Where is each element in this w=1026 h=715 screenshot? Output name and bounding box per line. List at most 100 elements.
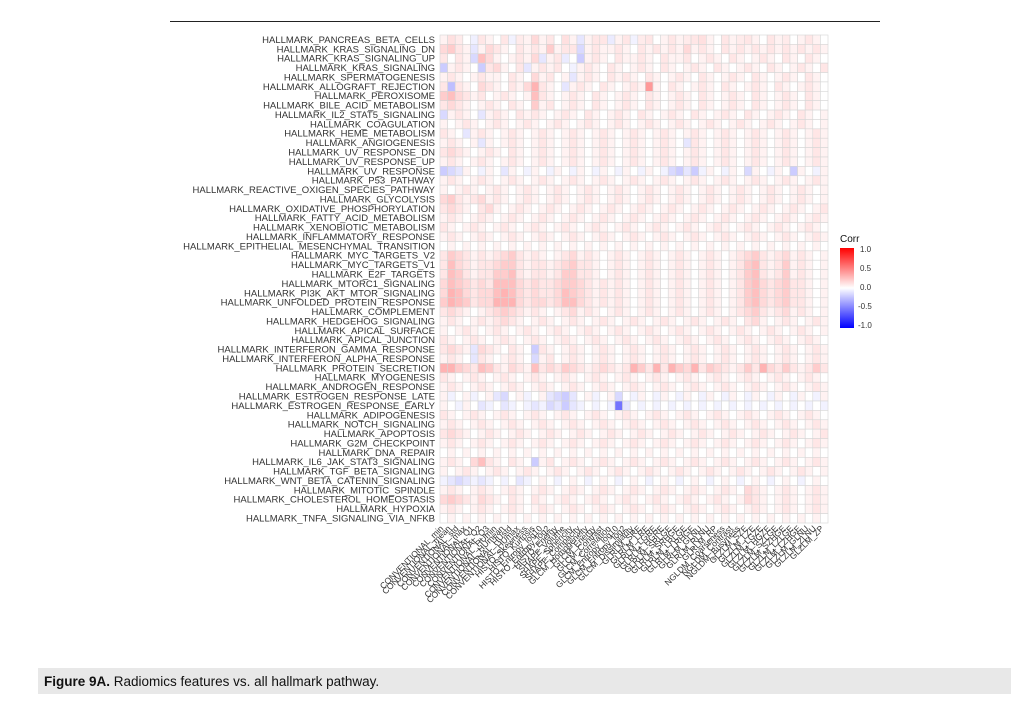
- heatmap-cell: [751, 203, 760, 214]
- heatmap-cell: [515, 278, 524, 289]
- heatmap-cell: [804, 278, 814, 289]
- heatmap-cell: [439, 447, 448, 458]
- heatmap-cell: [804, 297, 814, 308]
- heatmap-cell: [728, 419, 738, 430]
- heatmap-cell: [759, 269, 768, 280]
- heatmap-cell: [812, 269, 821, 280]
- heatmap-cell: [683, 306, 692, 317]
- heatmap-cell: [652, 137, 661, 148]
- heatmap-cell: [439, 335, 448, 345]
- heatmap-cell: [683, 372, 692, 383]
- heatmap-cell: [736, 457, 745, 467]
- heatmap-cell: [804, 175, 814, 186]
- heatmap-cell: [470, 231, 479, 242]
- heatmap-cell: [744, 466, 753, 477]
- heatmap-cell: [546, 325, 555, 336]
- heatmap-cell: [690, 297, 699, 308]
- heatmap-cell: [652, 81, 661, 92]
- heatmap-cell: [652, 466, 661, 477]
- heatmap-cell: [485, 213, 494, 223]
- heatmap-cell: [774, 344, 783, 355]
- heatmap-cell: [675, 485, 684, 496]
- heatmap-cell: [797, 72, 806, 83]
- heatmap-cell: [569, 213, 578, 223]
- heatmap-cell: [804, 166, 814, 177]
- heatmap-cell: [561, 213, 570, 223]
- heatmap-cell: [477, 194, 486, 205]
- heatmap-cell: [804, 241, 814, 252]
- figure-caption-text: Radiomics features vs. all hallmark path…: [113, 674, 380, 689]
- heatmap-cell: [454, 231, 464, 242]
- heatmap-cell: [820, 184, 829, 195]
- heatmap-cell: [652, 156, 661, 167]
- heatmap-cell: [759, 231, 768, 242]
- heatmap-cell: [660, 410, 669, 421]
- heatmap-cell: [530, 213, 540, 223]
- heatmap-cell: [607, 457, 616, 467]
- heatmap-cell: [538, 34, 547, 45]
- heatmap-cell: [789, 81, 798, 92]
- heatmap-cell: [515, 466, 524, 477]
- heatmap-cell: [721, 241, 730, 252]
- heatmap-cell: [561, 147, 570, 158]
- heatmap-cell: [470, 100, 479, 111]
- heatmap-cell: [751, 447, 760, 458]
- heatmap-cell: [645, 503, 654, 514]
- heatmap-cell: [759, 457, 768, 467]
- heatmap-cell: [675, 457, 684, 467]
- heatmap-cell: [447, 269, 456, 280]
- heatmap-cell: [736, 231, 745, 242]
- heatmap-cell: [751, 128, 760, 139]
- heatmap-cell: [759, 381, 768, 392]
- heatmap-cell: [492, 81, 502, 92]
- heatmap-cell: [728, 203, 738, 214]
- heatmap-cell: [705, 128, 715, 139]
- heatmap-cell: [782, 222, 791, 233]
- heatmap-cell: [751, 428, 760, 439]
- heatmap-cell: [728, 175, 738, 186]
- heatmap-cell: [523, 194, 532, 205]
- heatmap-cell: [629, 306, 639, 317]
- heatmap-cell: [820, 109, 829, 120]
- heatmap-cell: [576, 184, 585, 195]
- heatmap-cell: [675, 288, 684, 299]
- heatmap-cell: [492, 194, 502, 205]
- heatmap-cell: [789, 494, 798, 505]
- heatmap-cell: [508, 428, 517, 439]
- heatmap-cell: [774, 457, 783, 467]
- heatmap-cell: [530, 62, 540, 73]
- heatmap-cell: [561, 91, 570, 101]
- heatmap-cell: [637, 466, 646, 477]
- heatmap-cell: [538, 513, 547, 524]
- heatmap-cell: [462, 372, 471, 383]
- heatmap-cell: [515, 194, 524, 205]
- heatmap-cell: [576, 335, 585, 345]
- heatmap-cell: [698, 447, 707, 458]
- heatmap-cell: [569, 475, 578, 486]
- heatmap-cell: [728, 485, 738, 496]
- heatmap-cell: [470, 513, 479, 524]
- heatmap-cell: [705, 485, 715, 496]
- heatmap-cell: [751, 213, 760, 223]
- row-label: HALLMARK_DNA_REPAIR: [318, 448, 435, 459]
- heatmap-cell: [629, 128, 639, 139]
- heatmap-cell: [591, 53, 601, 64]
- heatmap-cell: [447, 391, 456, 402]
- heatmap-cell: [820, 194, 829, 205]
- heatmap-cell: [797, 250, 806, 261]
- heatmap-cell: [759, 372, 768, 383]
- heatmap-cell: [492, 109, 502, 120]
- heatmap-cell: [614, 119, 623, 130]
- heatmap-cell: [766, 137, 776, 148]
- heatmap-cell: [721, 316, 730, 327]
- heatmap-cell: [546, 147, 555, 158]
- heatmap-cell: [508, 335, 517, 345]
- heatmap-cell: [820, 62, 829, 73]
- heatmap-cell: [751, 147, 760, 158]
- heatmap-cell: [470, 147, 479, 158]
- heatmap-cell: [675, 109, 684, 120]
- heatmap-cell: [500, 100, 509, 111]
- heatmap-cell: [675, 269, 684, 280]
- heatmap-cell: [470, 428, 479, 439]
- heatmap-cell: [508, 203, 517, 214]
